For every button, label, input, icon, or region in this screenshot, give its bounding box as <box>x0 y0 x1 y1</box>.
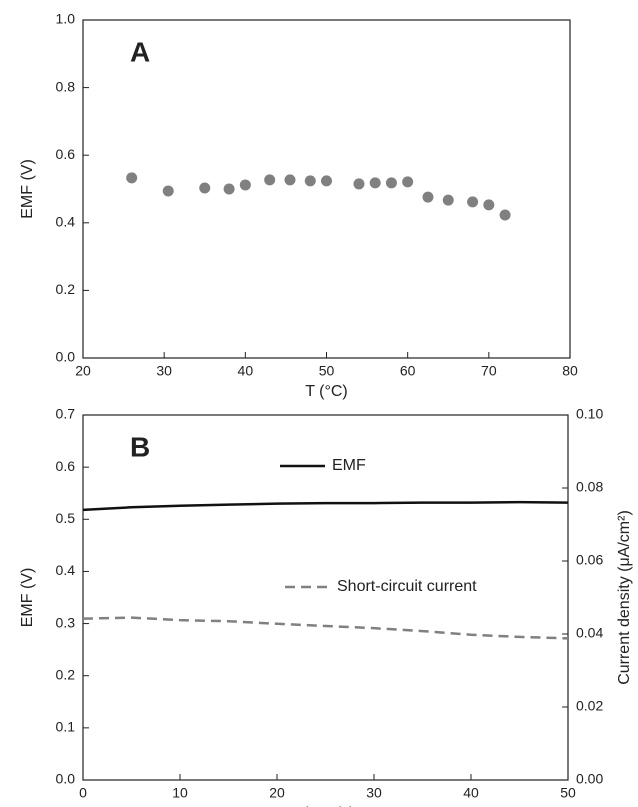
data-point <box>483 199 495 211</box>
y-tick-label: 0.4 <box>56 214 76 230</box>
y-tick-label: 0.5 <box>56 510 76 526</box>
y-tick-label: 0.8 <box>56 78 76 94</box>
y2-tick-label: 0.08 <box>576 479 603 495</box>
data-point <box>126 172 138 184</box>
data-point <box>162 185 174 197</box>
data-line <box>82 500 569 512</box>
data-point <box>499 209 511 221</box>
data-point <box>369 177 381 189</box>
y-tick-label: 0.4 <box>56 562 76 578</box>
x-tick-label: 80 <box>562 363 578 379</box>
y2-tick-label: 0.04 <box>576 625 603 641</box>
y-tick-label: 0.7 <box>56 406 76 422</box>
x-tick-label: 20 <box>75 363 91 379</box>
y-axis-label: EMF (V) <box>19 159 36 219</box>
x-tick-label: 40 <box>238 363 254 379</box>
x-tick-label: 50 <box>319 363 335 379</box>
x-tick-label: 30 <box>366 785 382 801</box>
data-point <box>442 194 454 206</box>
y-tick-label: 0.2 <box>56 666 76 682</box>
x-tick-label: 50 <box>560 785 576 801</box>
y-tick-label: 0.0 <box>56 771 76 787</box>
y-tick-label: 0.6 <box>56 146 76 162</box>
data-point <box>264 174 276 186</box>
data-point <box>385 177 397 189</box>
legend-label: Short-circuit current <box>337 578 477 595</box>
x-tick-label: 60 <box>400 363 416 379</box>
y-tick-label: 1.0 <box>56 11 76 27</box>
data-line <box>82 616 569 640</box>
data-point <box>284 174 296 186</box>
y-tick-label: 0.3 <box>56 614 76 630</box>
y2-axis-label: Current density (μA/cm²) <box>616 510 633 685</box>
panel-label: B <box>130 431 150 462</box>
y-tick-label: 0.2 <box>56 281 76 297</box>
data-point <box>223 183 235 195</box>
data-point <box>304 175 316 187</box>
y-tick-label: 0.1 <box>56 719 76 735</box>
legend-label: EMF <box>332 457 366 474</box>
y2-tick-label: 0.00 <box>576 771 603 787</box>
x-axis-label: Time (s) <box>296 805 354 807</box>
x-tick-label: 40 <box>463 785 479 801</box>
plot-frame <box>82 19 571 359</box>
x-tick-label: 70 <box>481 363 497 379</box>
data-point <box>199 182 211 194</box>
data-point <box>402 176 414 188</box>
y-axis-label: EMF (V) <box>19 568 36 628</box>
data-point <box>467 196 479 208</box>
x-tick-label: 10 <box>172 785 188 801</box>
data-point <box>321 175 332 187</box>
y2-tick-label: 0.06 <box>576 552 603 568</box>
y2-tick-label: 0.02 <box>576 698 603 714</box>
x-tick-label: 20 <box>269 785 285 801</box>
x-tick-label: 30 <box>156 363 172 379</box>
data-point <box>353 178 365 190</box>
panel-label: A <box>130 36 150 67</box>
x-axis-label: T (°C) <box>305 383 348 400</box>
y-tick-label: 0.0 <box>56 349 76 365</box>
data-point <box>422 191 434 203</box>
y-tick-label: 0.6 <box>56 458 76 474</box>
x-tick-label: 0 <box>79 785 87 801</box>
data-point <box>239 179 251 191</box>
plot-frame <box>82 414 569 781</box>
y2-tick-label: 0.10 <box>576 406 603 422</box>
